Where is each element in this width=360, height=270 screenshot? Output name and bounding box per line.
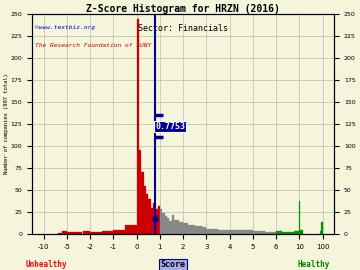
Bar (206, 229, 218, 234)
Bar (265, 232, 276, 234)
Bar (113, 230, 125, 234)
Bar (218, 230, 230, 234)
Bar (67, 232, 75, 234)
Bar (62, 231, 67, 234)
Text: Sector: Financials: Sector: Financials (138, 24, 228, 33)
Bar (82, 231, 90, 234)
Text: The Research Foundation of SUNY: The Research Foundation of SUNY (35, 43, 152, 48)
Bar (320, 231, 321, 234)
Bar (288, 232, 293, 234)
Bar (172, 215, 174, 234)
Bar (230, 230, 241, 234)
Bar (137, 19, 139, 234)
Bar (241, 230, 253, 234)
Title: Z-Score Histogram for HRZN (2016): Z-Score Histogram for HRZN (2016) (86, 4, 280, 14)
Bar (153, 203, 155, 234)
Bar (293, 231, 300, 234)
Bar (125, 225, 137, 234)
Bar (253, 231, 265, 234)
Text: Unhealthy: Unhealthy (26, 260, 68, 269)
Bar (90, 232, 102, 234)
Text: ©www.textbiz.org: ©www.textbiz.org (35, 25, 95, 30)
Bar (141, 172, 144, 234)
Bar (276, 231, 282, 234)
Bar (188, 225, 195, 234)
Bar (301, 230, 303, 234)
Bar (151, 208, 153, 234)
Text: Healthy: Healthy (297, 260, 329, 269)
Bar (102, 231, 113, 234)
Bar (165, 216, 167, 234)
Y-axis label: Number of companies (997 total): Number of companies (997 total) (4, 74, 9, 174)
Bar (167, 218, 169, 234)
Bar (300, 230, 301, 234)
Bar (162, 213, 165, 234)
Bar (174, 220, 179, 234)
Text: Score: Score (160, 260, 185, 269)
Bar (144, 185, 146, 234)
Bar (195, 226, 202, 234)
Bar (282, 232, 288, 234)
Bar (183, 223, 188, 234)
Bar (158, 206, 160, 234)
Bar (169, 221, 172, 234)
Bar (321, 222, 323, 234)
Bar (179, 222, 183, 234)
Text: 0.7753: 0.7753 (155, 122, 185, 131)
Bar (58, 233, 62, 234)
Bar (139, 150, 141, 234)
Bar (160, 209, 162, 234)
Bar (146, 194, 148, 234)
Bar (155, 209, 158, 234)
Bar (202, 227, 206, 234)
Bar (75, 232, 82, 234)
Bar (148, 199, 151, 234)
